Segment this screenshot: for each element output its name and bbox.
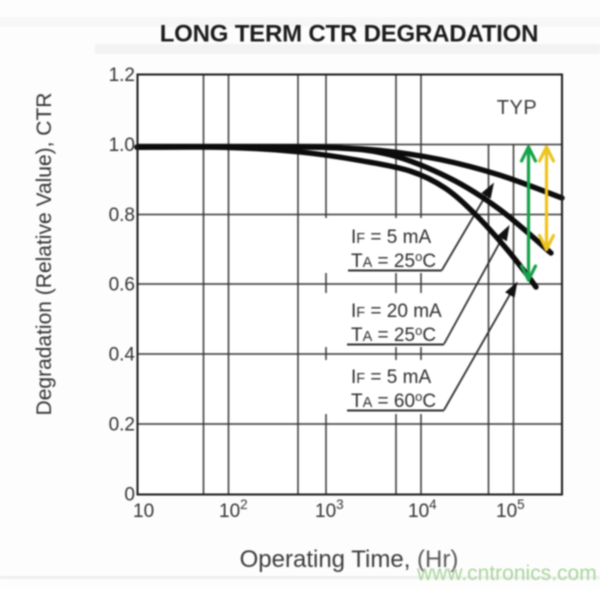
svg-text:102: 102 bbox=[219, 497, 248, 522]
svg-text:IF = 5 mA: IF = 5 mA bbox=[351, 227, 431, 248]
svg-text:0.2: 0.2 bbox=[109, 415, 135, 436]
svg-text:www.cntronics.com: www.cntronics.com bbox=[416, 562, 597, 585]
svg-text:Degradation (Relative Value),: Degradation (Relative Value), CTR bbox=[33, 93, 56, 416]
svg-text:0.8: 0.8 bbox=[109, 205, 135, 226]
svg-text:1.0: 1.0 bbox=[109, 135, 135, 156]
svg-text:0.6: 0.6 bbox=[109, 275, 135, 296]
svg-text:0.4: 0.4 bbox=[109, 345, 136, 366]
svg-text:LONG TERM CTR DEGRADATION: LONG TERM CTR DEGRADATION bbox=[160, 21, 539, 48]
svg-text:10: 10 bbox=[133, 501, 154, 522]
svg-text:IF = 5 mA: IF = 5 mA bbox=[351, 367, 431, 388]
svg-text:TYP: TYP bbox=[497, 97, 537, 119]
svg-text:Operating Time, (Hr): Operating Time, (Hr) bbox=[240, 546, 459, 573]
svg-text:IF = 20 mA: IF = 20 mA bbox=[351, 301, 442, 322]
svg-text:TA = 25oC: TA = 25oC bbox=[351, 323, 436, 346]
svg-text:TA = 60oC: TA = 60oC bbox=[351, 389, 436, 412]
svg-text:1.2: 1.2 bbox=[109, 65, 135, 86]
svg-text:0: 0 bbox=[124, 485, 135, 506]
svg-text:TA = 25oC: TA = 25oC bbox=[351, 249, 436, 272]
